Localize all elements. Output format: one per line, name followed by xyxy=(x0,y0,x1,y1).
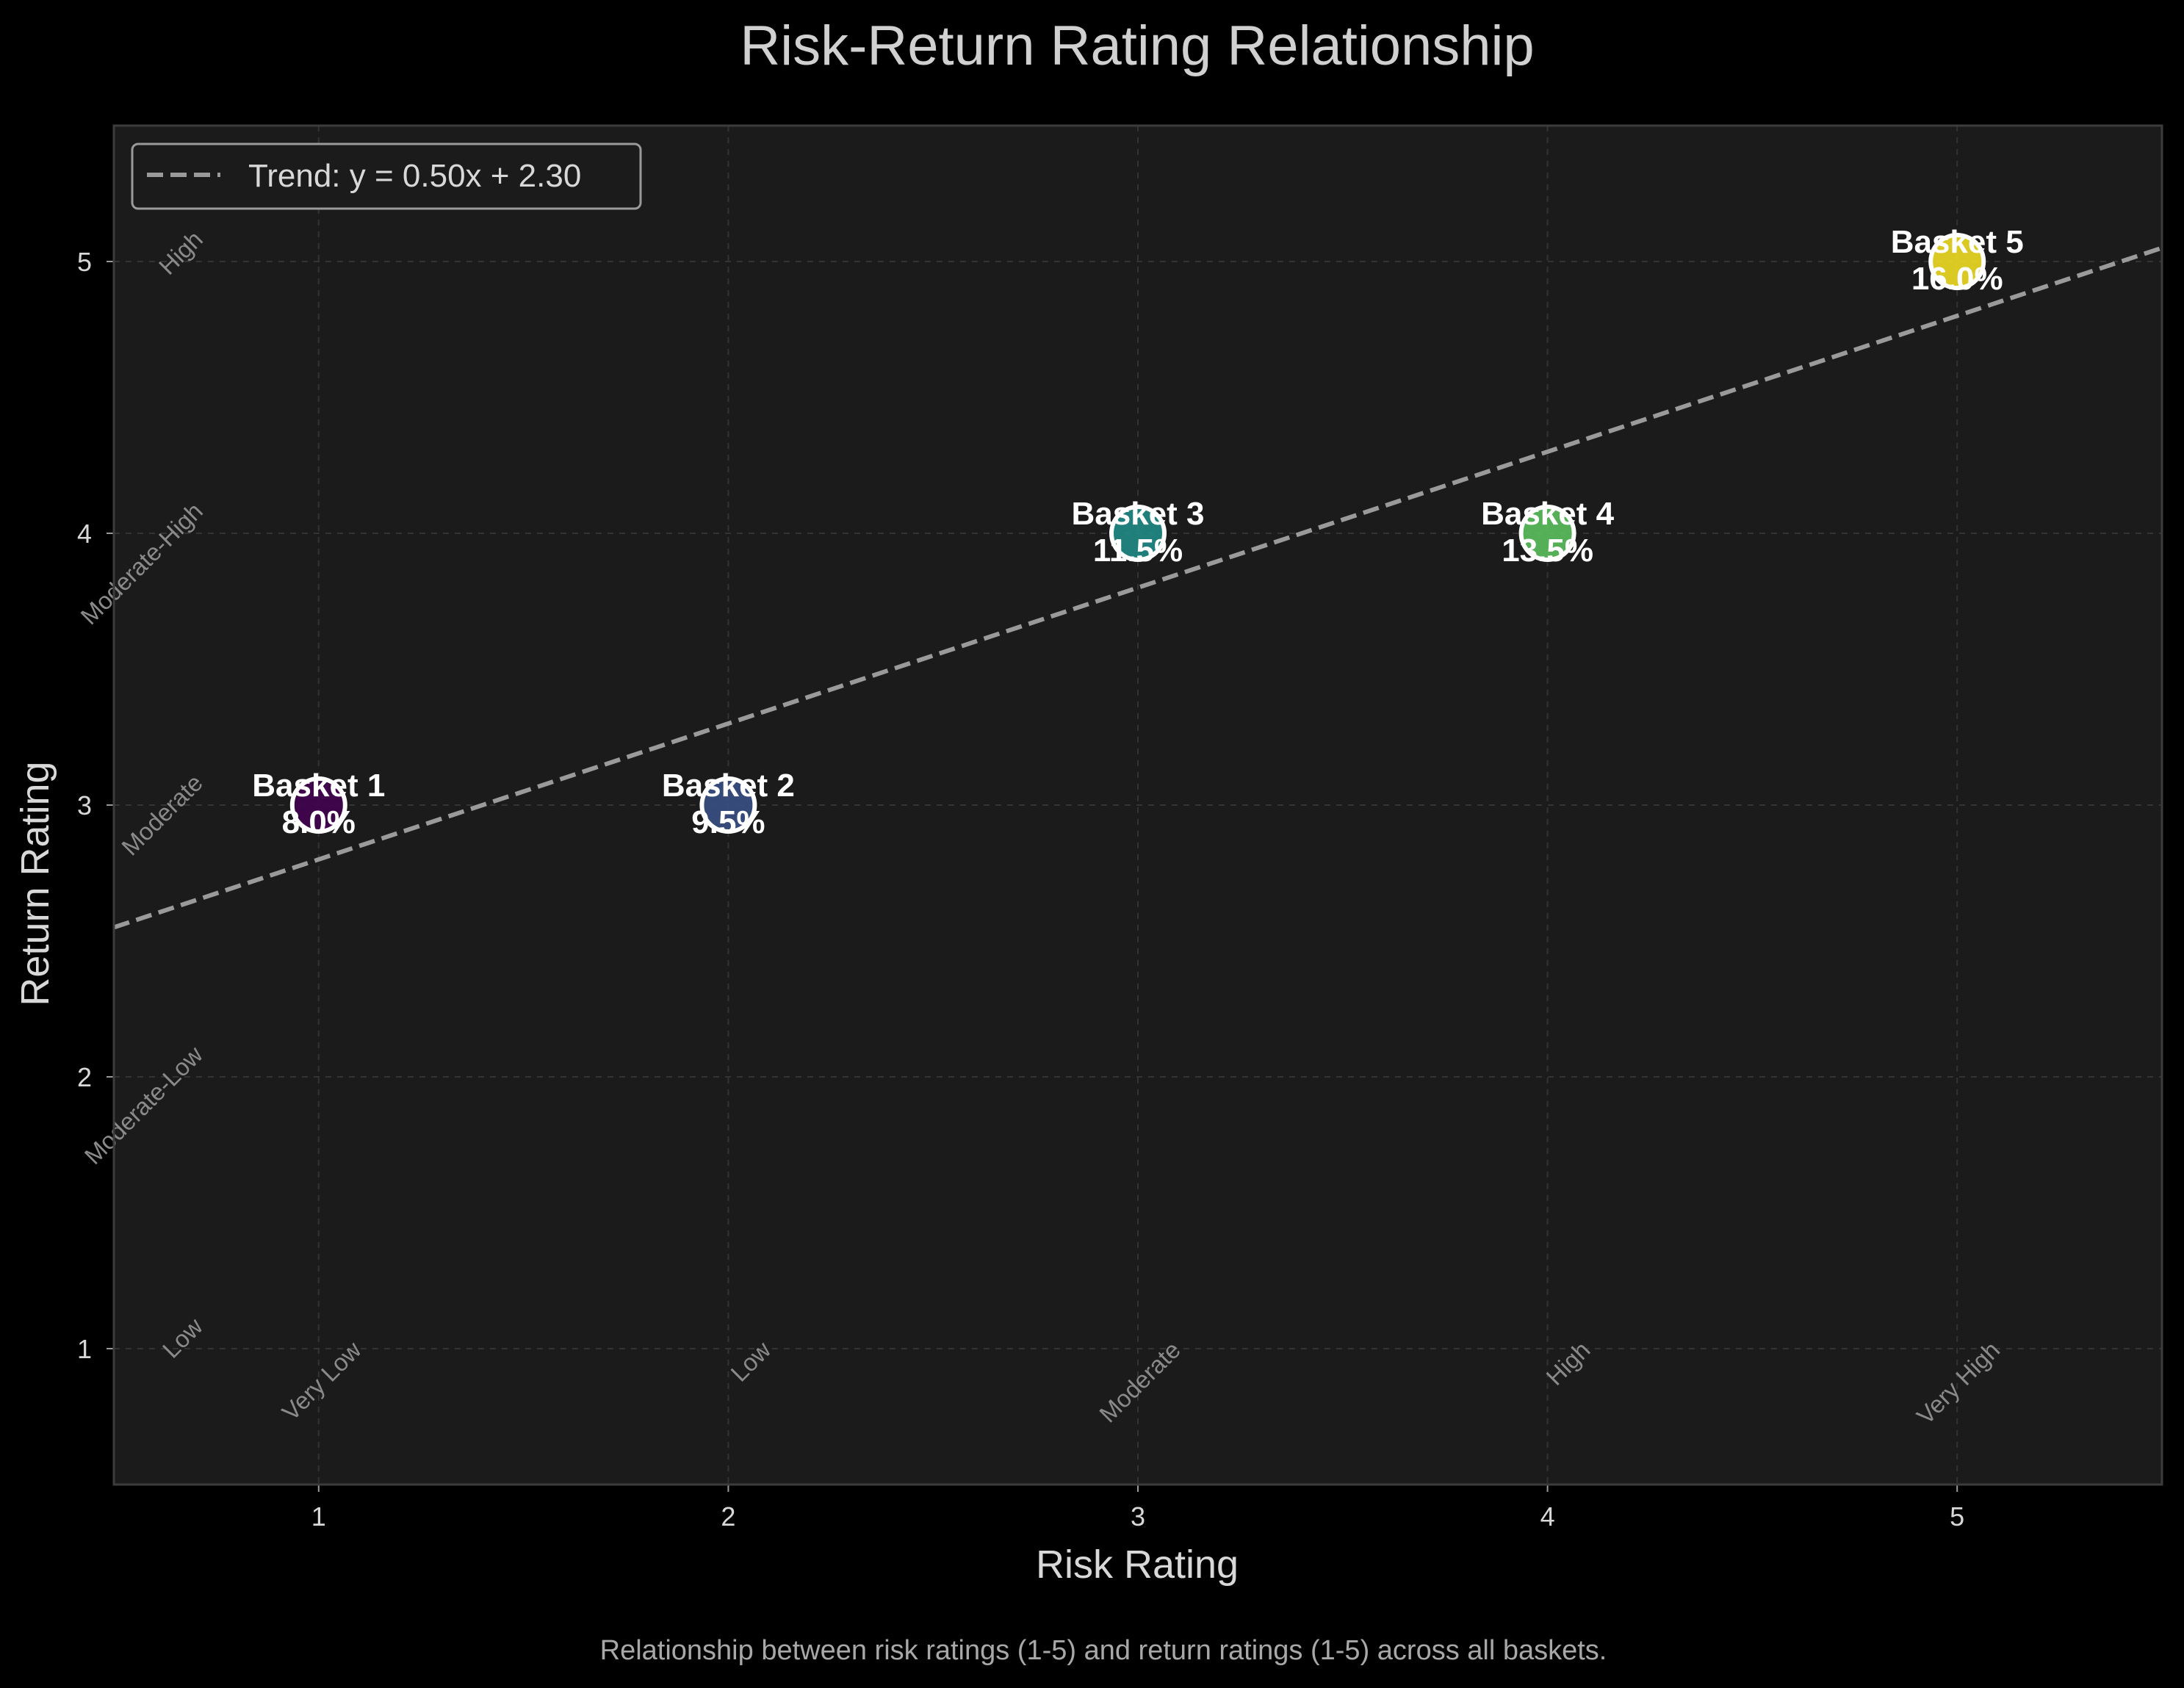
point-value-label: 13.5% xyxy=(1502,533,1593,569)
x-tick-label: 5 xyxy=(1950,1501,1964,1532)
x-axis-label: Risk Rating xyxy=(1036,1543,1239,1587)
legend-entry-trend: Trend: y = 0.50x + 2.30 xyxy=(248,158,581,194)
y-tick-label: 1 xyxy=(77,1334,92,1364)
plot-frame xyxy=(112,124,2163,1486)
x-tick-label: 1 xyxy=(311,1501,326,1532)
y-tick-label: 2 xyxy=(77,1062,92,1092)
data-point xyxy=(1109,505,1167,562)
point-value-label: 11.5% xyxy=(1093,533,1183,569)
x-tick-label: 3 xyxy=(1131,1501,1145,1532)
point-value-label: 8.0% xyxy=(282,804,356,840)
trend-line xyxy=(113,245,2163,930)
point-name-label: Basket 4 xyxy=(1481,496,1615,532)
data-point xyxy=(699,776,757,834)
y-tick-label: 4 xyxy=(77,519,92,549)
point-value-label: 16.0% xyxy=(1911,261,2003,297)
chart-caption: Relationship between risk ratings (1-5) … xyxy=(600,1635,1607,1666)
point-name-label: Basket 5 xyxy=(1891,224,2024,260)
point-name-label: Basket 2 xyxy=(662,768,795,804)
point-name-label: Basket 1 xyxy=(252,768,385,804)
point-name-label: Basket 3 xyxy=(1071,496,1204,532)
x-tick-label: 4 xyxy=(1540,1501,1555,1532)
data-point xyxy=(1518,505,1576,562)
data-points xyxy=(289,233,1986,834)
axis-ticks: 1 2 3 4 5 1 2 3 4 5 xyxy=(77,247,1964,1532)
chart-title: Risk-Return Rating Relationship xyxy=(740,15,1534,77)
y-tick-label: 5 xyxy=(77,247,92,277)
data-point xyxy=(1928,233,1986,290)
legend-box xyxy=(131,143,642,210)
x-tick-label: 2 xyxy=(721,1501,735,1532)
data-point xyxy=(289,776,347,834)
trend-line-group xyxy=(113,245,2163,930)
y-tick-label: 3 xyxy=(77,790,92,820)
legend: Trend: y = 0.50x + 2.30 xyxy=(131,143,642,210)
point-labels: Basket 18.0% Basket 29.5% Basket 311.5% Bas… xyxy=(252,224,2023,840)
point-value-label: 9.5% xyxy=(691,804,765,840)
y-axis-label: Return Rating xyxy=(13,761,57,1006)
